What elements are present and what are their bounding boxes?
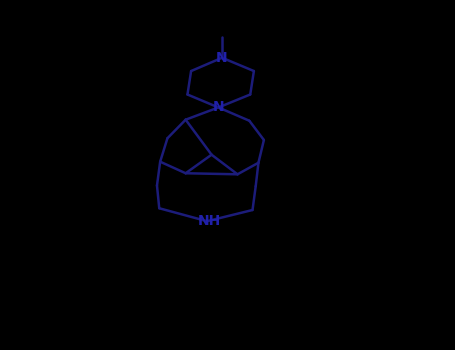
Text: NH: NH xyxy=(197,214,221,228)
Text: N: N xyxy=(212,100,224,114)
Text: N: N xyxy=(216,51,228,65)
